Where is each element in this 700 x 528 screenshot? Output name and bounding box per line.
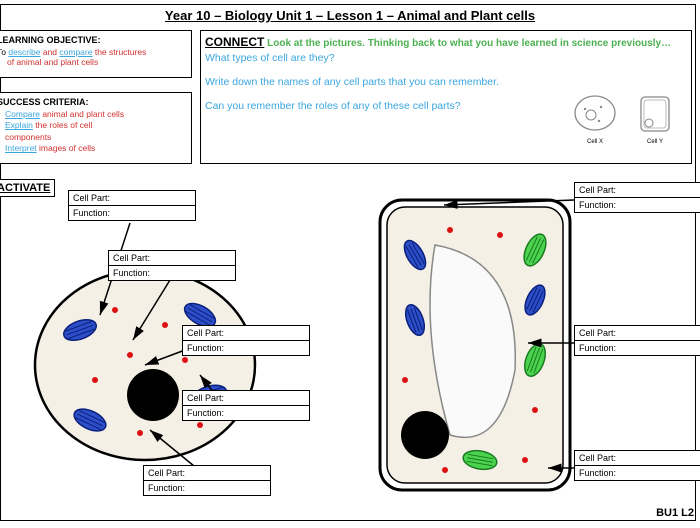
label-box[interactable]: Cell Part:Function:: [108, 250, 236, 281]
diagram-area: Cell Part:Function:Cell Part:Function:Ce…: [0, 175, 700, 523]
label-box[interactable]: Cell Part:Function:: [143, 465, 271, 496]
learning-objective-text: To describe and compare the structures o…: [0, 47, 187, 67]
function-field[interactable]: Function:: [69, 206, 195, 220]
label-box[interactable]: Cell Part:Function:: [68, 190, 196, 221]
label-box[interactable]: Cell Part:Function:: [182, 390, 310, 421]
success-criteria-heading: SUCCESS CRITERIA:: [0, 97, 187, 107]
cell-y-thumb: Cell Y: [633, 93, 677, 145]
cell-part-field[interactable]: Cell Part:: [144, 466, 270, 481]
function-field[interactable]: Function:: [183, 341, 309, 355]
function-field[interactable]: Function:: [575, 198, 700, 212]
connect-q2: Write down the names of any cell parts t…: [205, 76, 687, 88]
function-field[interactable]: Function:: [183, 406, 309, 420]
cell-part-field[interactable]: Cell Part:: [183, 326, 309, 341]
connect-instruction: Look at the pictures. Thinking back to w…: [264, 38, 671, 49]
function-field[interactable]: Function:: [109, 266, 235, 280]
cell-part-field[interactable]: Cell Part:: [109, 251, 235, 266]
cell-part-field[interactable]: Cell Part:: [575, 326, 700, 341]
cell-part-field[interactable]: Cell Part:: [183, 391, 309, 406]
label-box[interactable]: Cell Part:Function:: [182, 325, 310, 356]
connect-line1: CONNECT Look at the pictures. Thinking b…: [205, 35, 687, 49]
label-box[interactable]: Cell Part:Function:: [574, 182, 700, 213]
cell-part-field[interactable]: Cell Part:: [69, 191, 195, 206]
learning-objective-box: LEARNING OBJECTIVE: To describe and comp…: [0, 30, 192, 78]
lesson-code: BU1 L2: [656, 507, 694, 519]
function-field[interactable]: Function:: [575, 341, 700, 355]
connect-heading: CONNECT: [205, 35, 264, 49]
function-field[interactable]: Function:: [575, 466, 700, 480]
cell-part-field[interactable]: Cell Part:: [575, 183, 700, 198]
learning-objective-heading: LEARNING OBJECTIVE:: [0, 35, 187, 45]
success-criteria-box: SUCCESS CRITERIA: Compare animal and pla…: [0, 92, 192, 164]
success-criteria-text: Compare animal and plant cells Explain t…: [0, 109, 187, 155]
connect-box: CONNECT Look at the pictures. Thinking b…: [200, 30, 692, 164]
cell-x-thumb: Cell X: [571, 93, 619, 145]
connect-q1: What types of cell are they?: [205, 52, 687, 64]
cell-part-field[interactable]: Cell Part:: [575, 451, 700, 466]
page-title: Year 10 – Biology Unit 1 – Lesson 1 – An…: [0, 8, 700, 23]
function-field[interactable]: Function:: [144, 481, 270, 495]
label-box[interactable]: Cell Part:Function:: [574, 450, 700, 481]
label-box[interactable]: Cell Part:Function:: [574, 325, 700, 356]
